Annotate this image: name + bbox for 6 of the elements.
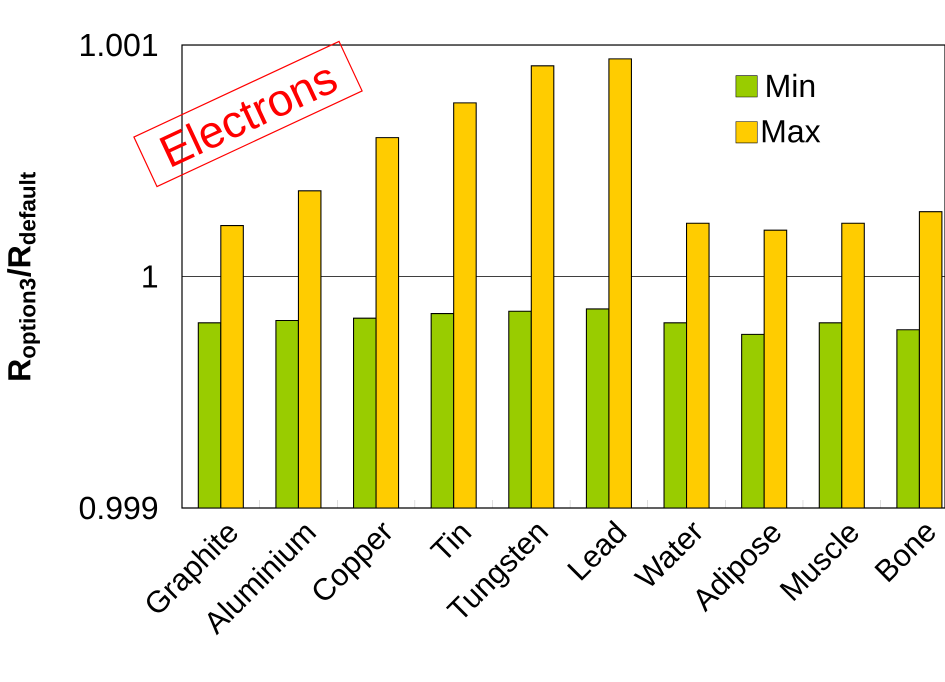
y-tick-label: 1.001: [80, 34, 158, 56]
legend-label: Max: [762, 120, 820, 143]
legend-label: Min: [767, 74, 814, 97]
y-tick-label: 0.999: [80, 496, 158, 520]
y-tick-label: 1: [143, 265, 158, 288]
y-axis-title: R$_{option3}$/R$_{default}$: [7, 172, 40, 380]
